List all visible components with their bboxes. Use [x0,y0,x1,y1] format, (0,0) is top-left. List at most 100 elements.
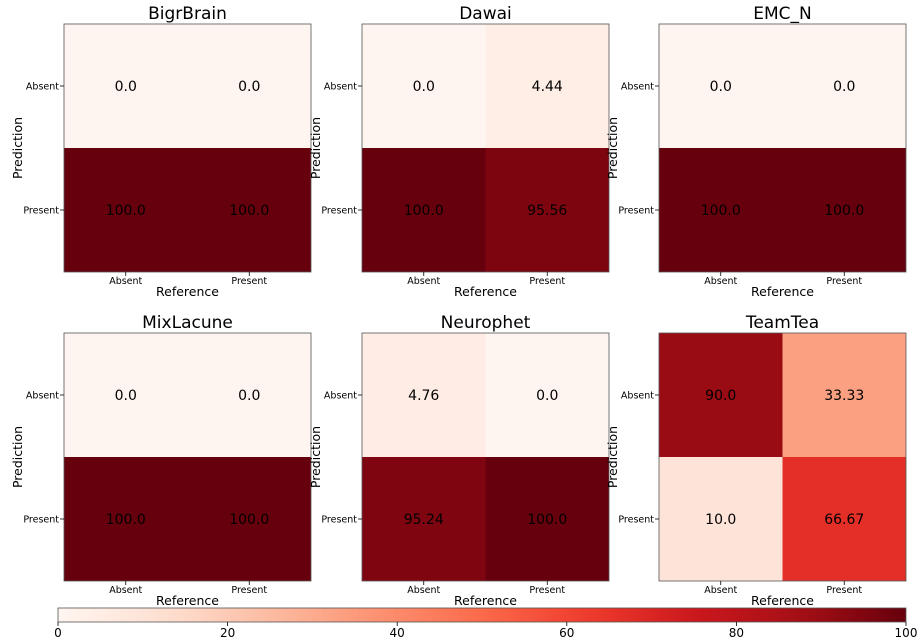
heatmap-cell [362,148,486,272]
panel-frame [63,332,312,582]
panel-frame [658,332,907,582]
cell-value-label: 66.67 [824,512,864,528]
cell-value-label: 95.24 [404,512,444,528]
heatmap-cell [187,148,311,272]
x-axis-label: Reference [454,593,517,608]
cell-value-label: 100.0 [824,203,864,219]
panel-title: EMC_N [753,4,812,24]
cell-value-label: 0.0 [833,79,855,95]
x-tick-label: Absent [109,585,142,596]
x-tick-label: Absent [407,585,440,596]
x-axis-label: Reference [156,284,219,299]
cell-value-label: 100.0 [106,203,146,219]
y-tick-label: Absent [26,391,59,402]
heatmap-cell [485,24,609,148]
heatmap-cell [485,457,609,581]
panel-title: TeamTea [745,313,819,333]
cell-value-label: 4.44 [532,79,563,95]
panel-frame [361,23,610,273]
x-tick-label: Present [529,585,565,596]
cell-value-label: 100.0 [701,203,741,219]
heatmap-cell [659,148,783,272]
x-axis-label: Reference [454,284,517,299]
panel-frame [658,23,907,273]
cell-value-label: 0.0 [238,388,260,404]
x-tick-label: Absent [109,276,142,287]
y-tick-label: Absent [324,82,357,93]
colorbar [57,607,907,623]
heatmap-cell [782,333,906,457]
y-tick-label: Absent [621,391,654,402]
panel-title: Neurophet [441,313,531,333]
y-tick-label: Present [321,206,357,217]
cell-value-label: 33.33 [824,388,864,404]
y-tick-label: Present [618,515,654,526]
colorbar-tick-label: 0 [54,626,62,639]
colorbar-tick-label: 100 [895,626,918,639]
x-tick-label: Present [826,276,862,287]
heatmap-cell [187,24,311,148]
heatmap-cell [362,24,486,148]
cell-value-label: 95.56 [527,203,567,219]
cell-value-label: 0.0 [115,79,137,95]
y-axis-label: Prediction [605,426,620,488]
x-tick-label: Present [529,276,565,287]
heatmap-cell [782,24,906,148]
x-tick-label: Present [231,585,267,596]
y-axis-label: Prediction [308,117,323,179]
panel-frame [63,23,312,273]
heatmap-cell [659,24,783,148]
colorbar-tick-label: 60 [559,626,574,639]
panel-title: MixLacune [142,313,233,333]
x-tick-label: Present [826,585,862,596]
x-axis-label: Reference [156,593,219,608]
cell-value-label: 0.0 [115,388,137,404]
heatmap-cell [659,333,783,457]
y-tick-label: Present [23,206,59,217]
heatmap-cell [362,333,486,457]
heatmap-cell [187,333,311,457]
y-tick-label: Present [618,206,654,217]
panel-title: Dawai [459,4,512,24]
y-tick-label: Absent [621,82,654,93]
panel-frame [361,332,610,582]
cell-value-label: 0.0 [710,79,732,95]
x-tick-label: Absent [407,276,440,287]
cell-value-label: 100.0 [106,512,146,528]
heatmap-cell [362,457,486,581]
colorbar-tick-label: 80 [729,626,744,639]
x-tick-label: Present [231,276,267,287]
heatmap-cell [64,148,188,272]
cell-value-label: 0.0 [536,388,558,404]
heatmap-cell [485,148,609,272]
y-tick-label: Present [23,515,59,526]
x-axis-label: Reference [751,593,814,608]
heatmap-cell [485,333,609,457]
y-axis-label: Prediction [605,117,620,179]
heatmap-cell [64,333,188,457]
heatmap-cell [782,457,906,581]
heatmap-cell [64,457,188,581]
heatmap-cell [187,457,311,581]
cell-value-label: 0.0 [238,79,260,95]
y-tick-label: Absent [324,391,357,402]
colorbar-tick-label: 20 [220,626,235,639]
cell-value-label: 4.76 [408,388,439,404]
y-axis-label: Prediction [10,426,25,488]
x-tick-label: Absent [704,585,737,596]
y-tick-label: Present [321,515,357,526]
cell-value-label: 100.0 [404,203,444,219]
cell-value-label: 90.0 [705,388,736,404]
cell-value-label: 0.0 [413,79,435,95]
x-axis-label: Reference [751,284,814,299]
x-tick-label: Absent [704,276,737,287]
cell-value-label: 100.0 [527,512,567,528]
cell-value-label: 100.0 [229,512,269,528]
heatmap-cell [659,457,783,581]
cell-value-label: 100.0 [229,203,269,219]
cell-value-label: 10.0 [705,512,736,528]
panel-title: BigrBrain [148,4,227,24]
y-tick-label: Absent [26,82,59,93]
y-axis-label: Prediction [10,117,25,179]
